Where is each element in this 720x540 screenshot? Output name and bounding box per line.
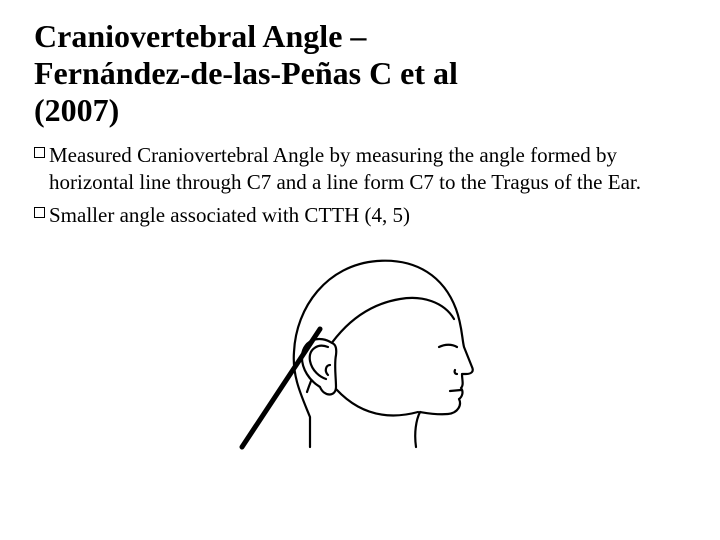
title-line-3: (2007) xyxy=(34,92,119,128)
figure-container xyxy=(34,247,690,457)
title-line-2: Fernández-de-las-Peñas C et al xyxy=(34,55,458,91)
bullet-lead: Measured xyxy=(49,143,132,167)
list-item: Measured Craniovertebral Angle by measur… xyxy=(34,142,690,196)
head-profile-illustration xyxy=(232,247,492,457)
square-bullet-icon xyxy=(34,207,45,218)
title-line-1: Craniovertebral Angle – xyxy=(34,18,366,54)
bullet-text: Smaller angle associated with CTTH (4, 5… xyxy=(49,202,410,229)
list-item: Smaller angle associated with CTTH (4, 5… xyxy=(34,202,690,229)
bullet-rest: angle associated with CTTH (4, 5) xyxy=(114,203,410,227)
mouth-path xyxy=(450,390,461,391)
bullet-lead: Smaller xyxy=(49,203,114,227)
square-bullet-icon xyxy=(34,147,45,158)
bullet-list: Measured Craniovertebral Angle by measur… xyxy=(34,142,690,229)
nostril-path xyxy=(455,370,457,374)
bullet-rest: Craniovertebral Angle by measuring the a… xyxy=(49,143,641,194)
bullet-text: Measured Craniovertebral Angle by measur… xyxy=(49,142,690,196)
jaw-line-path xyxy=(336,389,418,415)
page-title: Craniovertebral Angle – Fernández-de-las… xyxy=(34,18,690,128)
eye-path xyxy=(439,345,457,347)
